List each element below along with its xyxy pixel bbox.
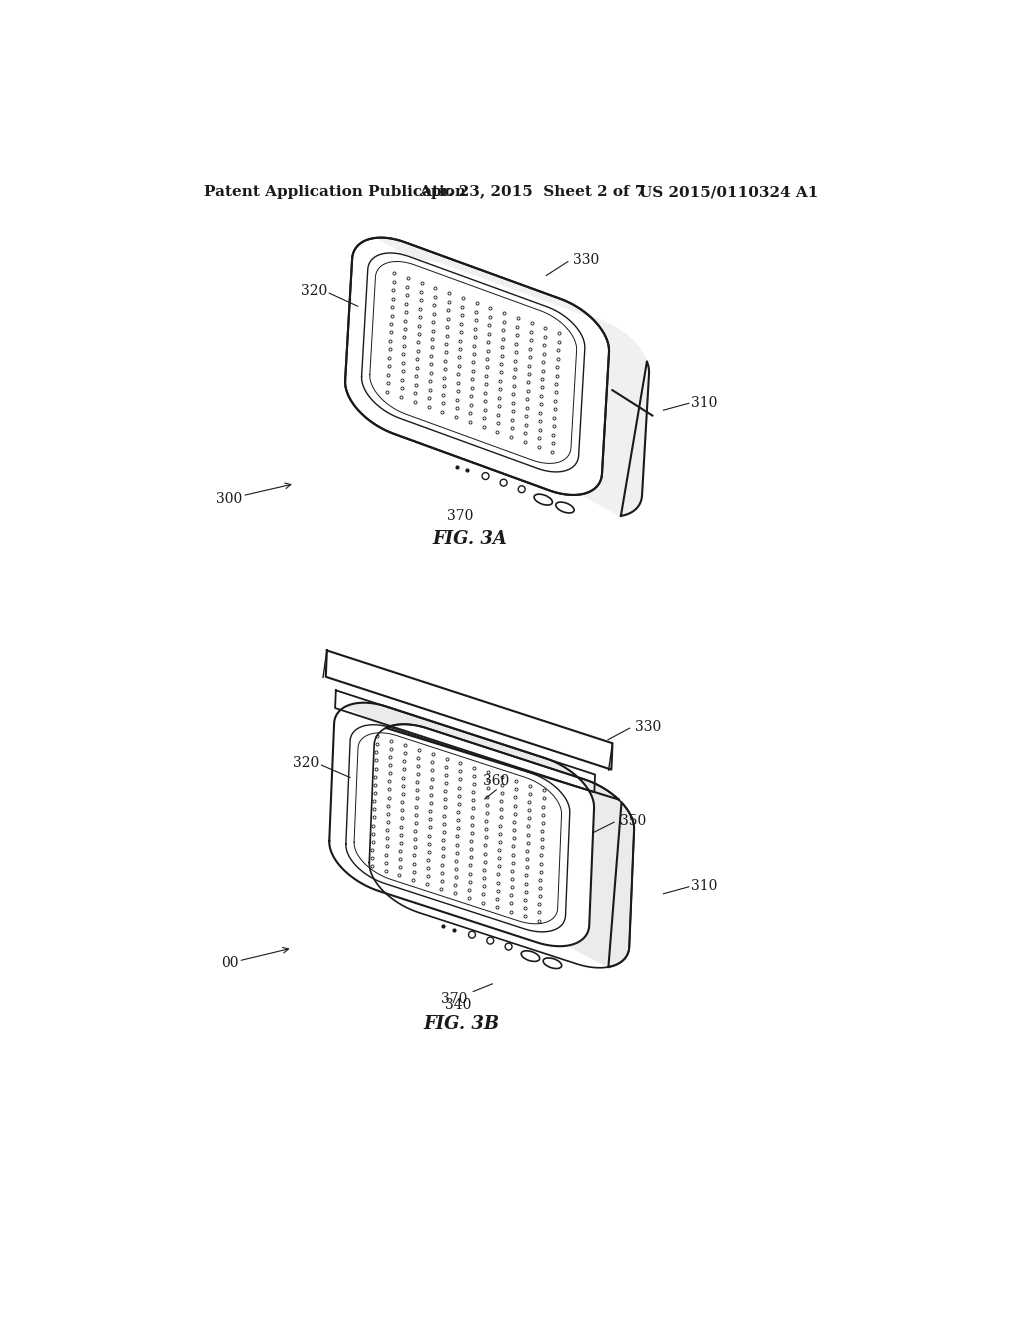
Text: 310: 310	[691, 396, 718, 411]
Polygon shape	[377, 238, 640, 348]
Polygon shape	[600, 327, 647, 362]
Text: Apr. 23, 2015  Sheet 2 of 7: Apr. 23, 2015 Sheet 2 of 7	[419, 185, 646, 199]
Text: 320: 320	[293, 756, 319, 770]
Text: 310: 310	[691, 879, 718, 894]
Text: Patent Application Publication: Patent Application Publication	[204, 185, 466, 199]
Polygon shape	[579, 777, 622, 803]
Text: 300: 300	[216, 483, 291, 506]
Text: 320: 320	[301, 284, 327, 298]
Text: 00: 00	[221, 948, 289, 970]
Text: FIG. 3A: FIG. 3A	[432, 529, 507, 548]
Text: 370: 370	[440, 991, 467, 1006]
Text: 360: 360	[483, 775, 509, 788]
Polygon shape	[346, 702, 618, 800]
Text: 330: 330	[573, 253, 600, 267]
Text: US 2015/0110324 A1: US 2015/0110324 A1	[639, 185, 818, 199]
Text: 350: 350	[620, 813, 646, 828]
Text: 370: 370	[446, 508, 473, 523]
Text: 340: 340	[444, 998, 471, 1011]
Text: 330: 330	[635, 719, 662, 734]
Text: FIG. 3B: FIG. 3B	[424, 1015, 500, 1032]
Polygon shape	[568, 781, 634, 968]
Polygon shape	[581, 339, 649, 516]
